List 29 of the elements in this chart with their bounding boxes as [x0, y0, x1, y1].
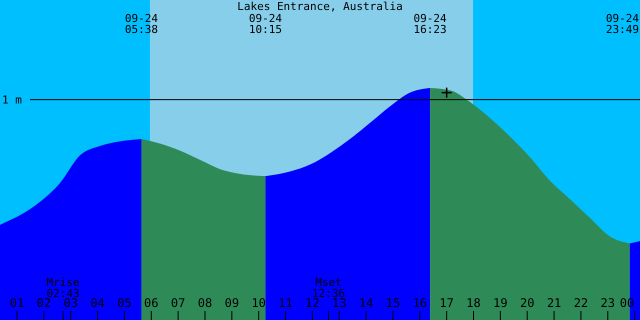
x-tick-label: 08 — [198, 296, 212, 310]
x-tick-label: 19 — [493, 296, 508, 310]
x-tick-label: 01 — [10, 296, 24, 310]
x-tick-label: 18 — [466, 296, 481, 310]
x-tick-label: 07 — [170, 296, 186, 310]
x-tick-label: 22 — [574, 296, 588, 310]
chart-title: Lakes Entrance, Australia — [237, 0, 403, 13]
text: 09-24 05:38 — [124, 12, 158, 36]
x-tick-label: 14 — [358, 296, 374, 310]
x-tick-label: 13 — [332, 296, 346, 310]
x-tick-label: 21 — [546, 296, 562, 310]
x-tick-label: 17 — [439, 296, 454, 310]
x-tick-label: 23 — [600, 296, 616, 310]
x-tick-label: 02 — [36, 296, 52, 310]
text: 09-24 10:15 — [248, 12, 282, 36]
x-tick-label: 03 — [63, 296, 78, 310]
x-tick-label: 06 — [144, 296, 158, 310]
ref-line-label: 1 m — [2, 94, 22, 107]
text: 09-24 23:49 — [606, 12, 640, 36]
x-tick-label: 09 — [224, 296, 240, 310]
x-tick-label: 04 — [90, 296, 105, 310]
x-tick-label: 16 — [412, 296, 428, 310]
x-tick-label: 12 — [305, 296, 320, 310]
x-tick-label: 15 — [386, 296, 400, 310]
text: 09-24 16:23 — [414, 12, 448, 36]
x-tick-label: 10 — [251, 296, 266, 310]
x-tick-label: 11 — [278, 296, 293, 310]
x-tick-label: 05 — [117, 296, 132, 310]
x-tick-label: 20 — [520, 296, 534, 310]
